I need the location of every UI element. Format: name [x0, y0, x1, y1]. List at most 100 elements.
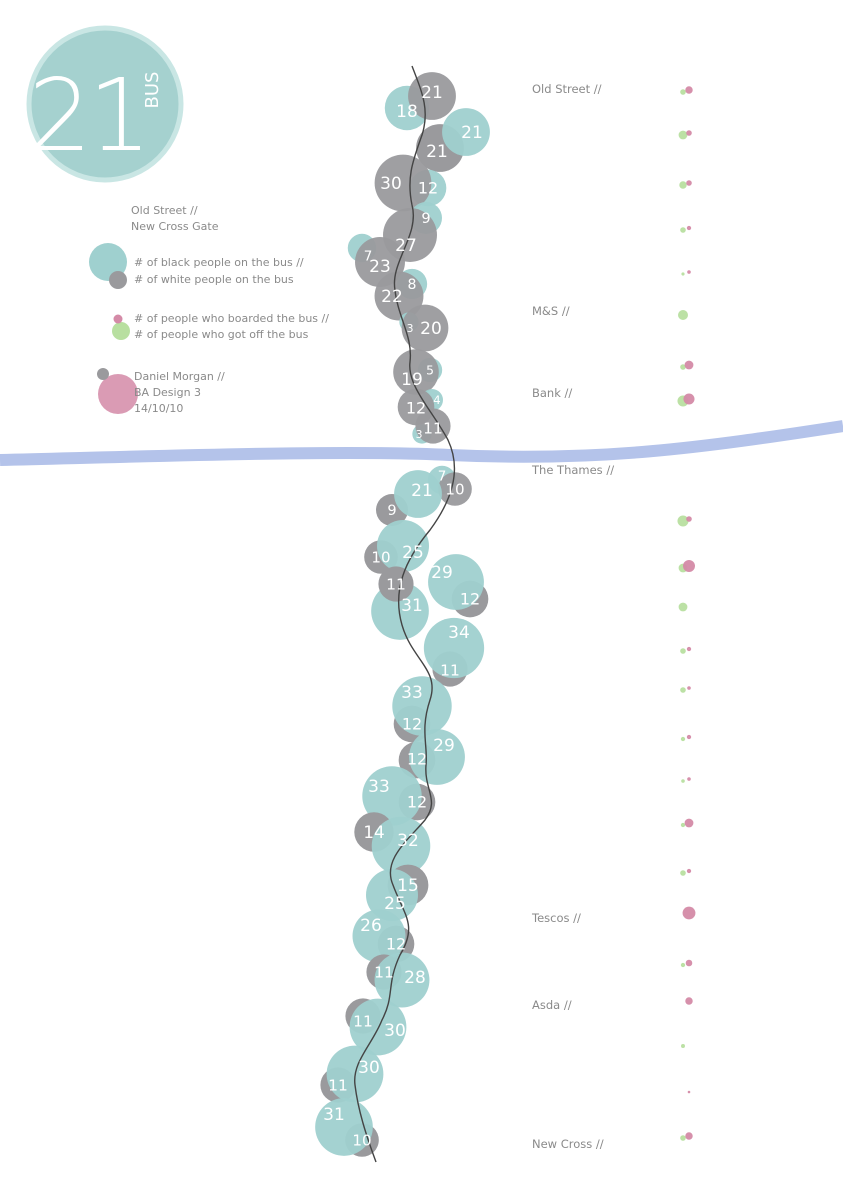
- stop-new-cross: New Cross //: [532, 1137, 604, 1151]
- got-off-dot: [681, 779, 685, 783]
- white-count-label: 27: [395, 236, 417, 256]
- got-off-dot: [681, 272, 685, 276]
- black-bubble: [377, 520, 429, 572]
- black-count-label: 7: [438, 469, 447, 485]
- black-count-label: 25: [384, 894, 406, 914]
- boarded-dot: [682, 906, 696, 920]
- got-off-dot: [680, 1135, 686, 1141]
- boarded-dot: [685, 1132, 693, 1140]
- got-off-dot: [680, 870, 686, 876]
- white-count-label: 9: [387, 502, 396, 519]
- boarded-dot: [685, 959, 693, 967]
- bubble-layer: [315, 72, 490, 1157]
- white-count-label: 20: [420, 319, 442, 339]
- boarded-dot: [685, 86, 693, 94]
- legend-white-swatch: [109, 271, 127, 289]
- boarded-dot: [685, 997, 693, 1005]
- white-count-label: 12: [407, 793, 427, 812]
- white-count-label: 19: [401, 370, 423, 390]
- stop-ms: M&S //: [532, 304, 570, 318]
- boarded-dot: [687, 686, 691, 690]
- legend-boarded-swatch: [113, 314, 123, 324]
- black-count-label: 33: [401, 683, 423, 703]
- black-count-label: 21: [411, 481, 433, 501]
- got-off-dot: [679, 181, 687, 189]
- boarded-dot: [686, 225, 692, 231]
- logo-circle: [26, 25, 184, 183]
- white-count-label: 10: [352, 1131, 371, 1149]
- white-count-label: 10: [371, 548, 390, 566]
- black-count-label: 30: [384, 1021, 406, 1041]
- white-count-label: 23: [369, 257, 391, 277]
- white-count-label: 11: [353, 1012, 373, 1030]
- got-off-dot: [680, 648, 686, 654]
- black-bubble: [315, 1098, 373, 1156]
- stop-asda: Asda //: [532, 998, 572, 1012]
- legend-route-to: New Cross Gate: [131, 220, 219, 233]
- white-count-label: 11: [328, 1076, 348, 1094]
- got-off-dot: [680, 227, 686, 233]
- white-count-label: 11: [374, 963, 394, 981]
- black-bubble: [392, 676, 452, 736]
- logo: 21 BUS: [26, 25, 184, 183]
- black-count-label: 18: [396, 102, 418, 122]
- black-count-label: 25: [402, 543, 424, 563]
- black-bubble: [409, 729, 465, 785]
- stop-tescos: Tescos //: [531, 911, 581, 925]
- legend-off-label: # of people who got off the bus: [134, 328, 309, 341]
- white-count-label: 21: [426, 142, 448, 162]
- black-count-label: 4: [433, 393, 440, 407]
- black-count-label: 12: [418, 179, 438, 198]
- white-count-label: 11: [386, 575, 406, 593]
- boarded-dot: [687, 777, 691, 781]
- credit-course: BA Design 3: [134, 386, 201, 399]
- stop-bank: Bank //: [532, 386, 572, 400]
- white-count-label: 30: [380, 174, 402, 194]
- black-count-label: 31: [401, 596, 423, 616]
- stop-thames: The Thames //: [531, 463, 614, 477]
- black-bubble: [362, 766, 422, 826]
- boarded-dot: [687, 1090, 691, 1094]
- boarded-dot: [686, 180, 692, 186]
- logo-number: 21: [28, 57, 147, 174]
- got-off-dot: [680, 962, 686, 968]
- black-count-label: 3: [416, 428, 423, 441]
- got-off-dot: [680, 687, 686, 693]
- legend-boarded-label: # of people who boarded the bus //: [134, 312, 329, 325]
- credit-date: 14/10/10: [134, 402, 183, 415]
- boarded-dot: [686, 516, 692, 522]
- got-off-dot: [680, 364, 686, 370]
- white-bubble: [393, 349, 439, 395]
- black-count-label: 33: [368, 777, 390, 797]
- white-bubble: [374, 271, 424, 321]
- boarded-dot: [686, 734, 692, 740]
- black-bubble: [442, 108, 490, 156]
- white-count-label: 12: [460, 590, 480, 609]
- black-bubble: [428, 554, 484, 610]
- white-count-label: 15: [397, 876, 419, 896]
- credit-grey-circle: [97, 368, 109, 380]
- legend-route-from: Old Street //: [131, 204, 198, 217]
- black-count-label: 7: [364, 249, 373, 265]
- got-off-dot: [678, 130, 688, 140]
- black-count-label: 29: [431, 563, 453, 583]
- got-off-dot: [678, 602, 688, 612]
- black-count-label: 29: [433, 736, 455, 756]
- black-bubble: [349, 998, 407, 1056]
- black-count-label: 28: [404, 968, 426, 988]
- black-bubble: [394, 470, 442, 518]
- white-bubble: [408, 72, 456, 120]
- white-bubble: [374, 154, 432, 212]
- boarded-dot: [683, 560, 695, 572]
- black-count-label: 32: [397, 831, 419, 851]
- legend: Old Street // New Cross Gate # of black …: [89, 204, 329, 415]
- boarded-dot: [684, 360, 694, 370]
- white-count-label: 10: [445, 480, 464, 498]
- stop-labels: Old Street // M&S // Bank // The Thames …: [531, 82, 614, 1151]
- black-count-label: 34: [448, 623, 470, 643]
- legend-black-label: # of black people on the bus //: [134, 256, 304, 269]
- got-off-dot: [681, 1044, 685, 1048]
- black-count-label: 5: [426, 363, 434, 377]
- white-bubble: [415, 408, 451, 444]
